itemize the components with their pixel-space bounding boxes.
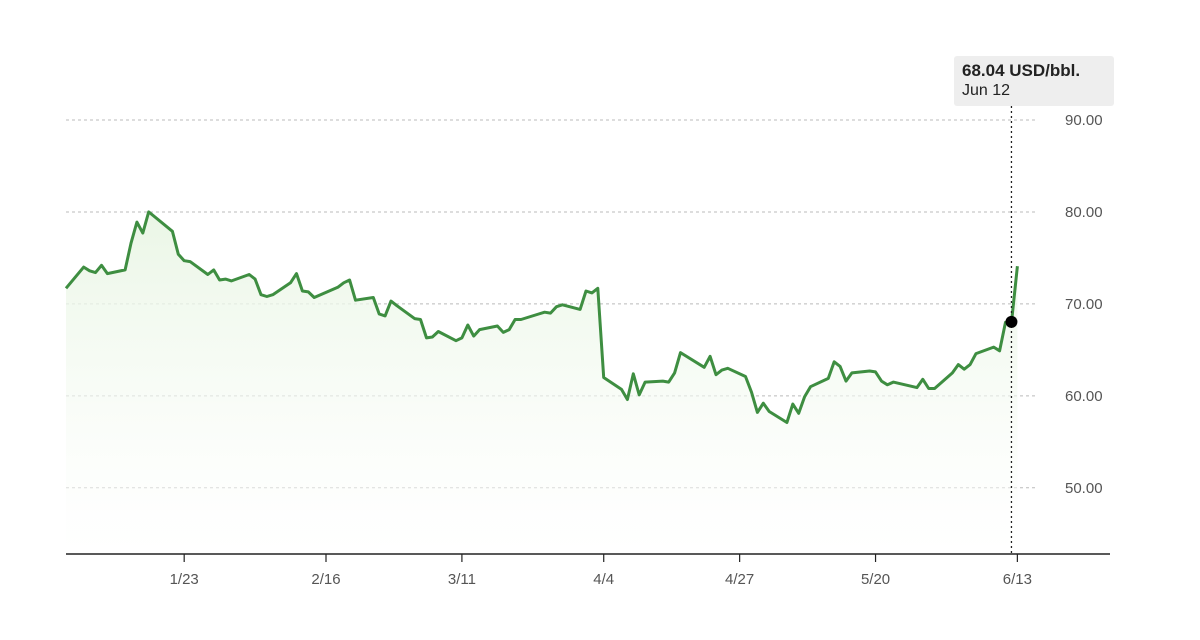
y-tick-label: 80.00 bbox=[1065, 204, 1103, 221]
tooltip-date: Jun 12 bbox=[962, 82, 1011, 99]
x-tick-label: 5/20 bbox=[861, 571, 890, 588]
x-tick-label: 6/13 bbox=[1003, 571, 1032, 588]
price-tooltip: 68.04 USD/bbl. Jun 12 bbox=[954, 56, 1114, 106]
y-tick-label: 60.00 bbox=[1065, 388, 1103, 405]
hover-marker bbox=[1005, 315, 1018, 328]
y-tick-label: 50.00 bbox=[1065, 480, 1103, 497]
tooltip-value: 68.04 USD/bbl. bbox=[962, 61, 1081, 80]
x-tick-label: 1/23 bbox=[170, 571, 199, 588]
y-tick-label: 70.00 bbox=[1065, 296, 1103, 313]
price-area-fill bbox=[66, 211, 1018, 554]
price-line bbox=[64, 210, 1019, 424]
x-tick-label: 3/11 bbox=[448, 571, 476, 588]
y-axis-ticks: 50.00 60.00 70.00 80.00 90.00 bbox=[1065, 112, 1103, 497]
y-tick-label: 90.00 bbox=[1065, 112, 1103, 129]
x-tick-label: 2/16 bbox=[311, 571, 340, 588]
x-tick-label: 4/27 bbox=[725, 571, 754, 588]
x-tick-label: 4/4 bbox=[593, 571, 614, 588]
x-axis-ticks: 1/23 2/16 3/11 4/4 4/27 5/20 6/13 bbox=[170, 554, 1032, 588]
